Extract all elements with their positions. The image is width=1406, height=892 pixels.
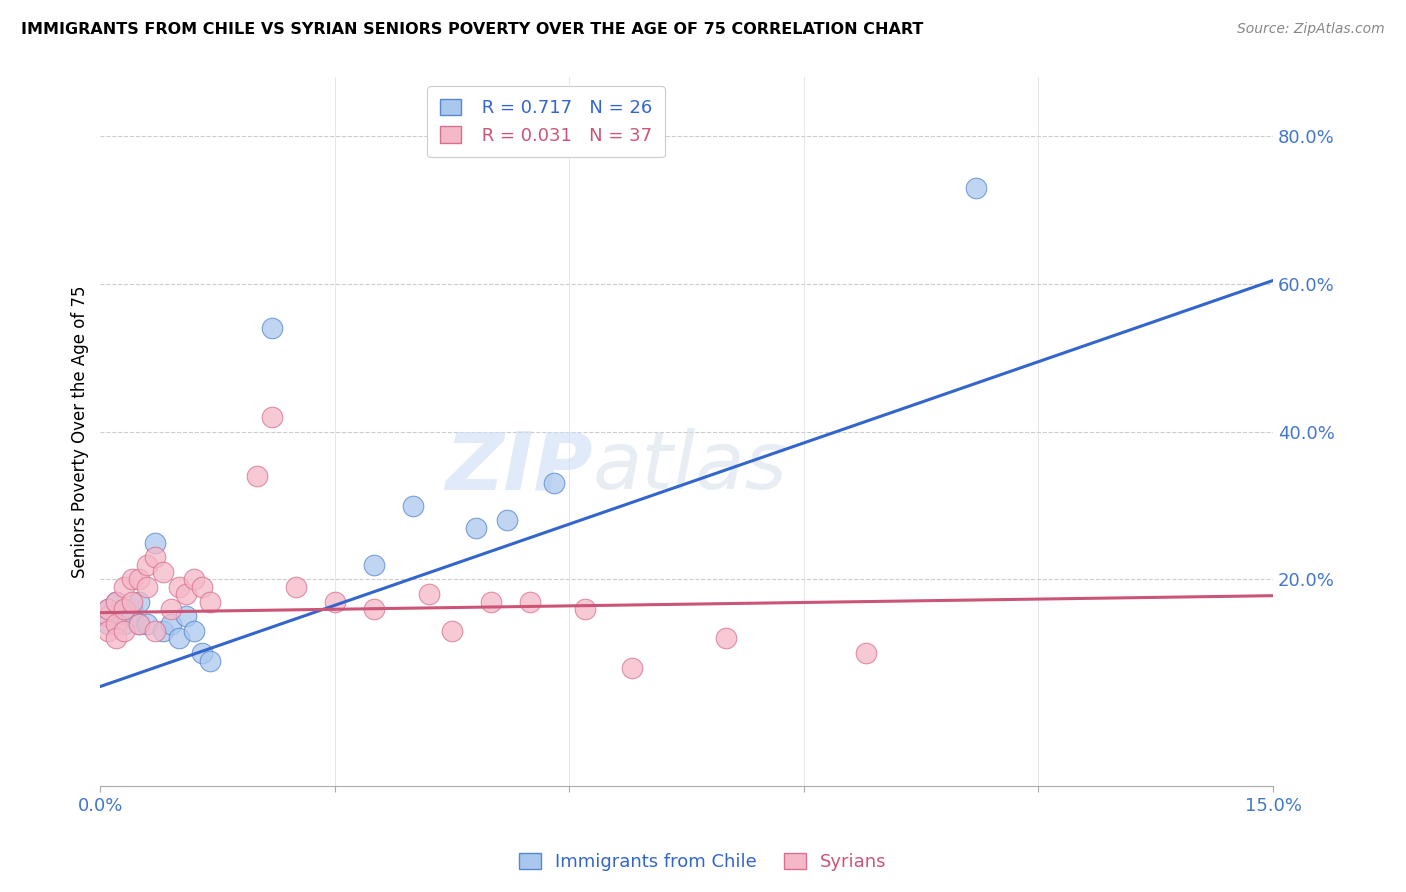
Point bbox=[464, 521, 486, 535]
Point bbox=[402, 499, 425, 513]
Point bbox=[104, 616, 127, 631]
Point bbox=[519, 594, 541, 608]
Point bbox=[176, 609, 198, 624]
Point bbox=[112, 602, 135, 616]
Point bbox=[363, 602, 385, 616]
Text: ZIP: ZIP bbox=[446, 428, 593, 507]
Point bbox=[97, 609, 120, 624]
Point bbox=[441, 624, 464, 639]
Legend:  R = 0.717   N = 26,  R = 0.031   N = 37: R = 0.717 N = 26, R = 0.031 N = 37 bbox=[427, 87, 665, 157]
Text: IMMIGRANTS FROM CHILE VS SYRIAN SENIORS POVERTY OVER THE AGE OF 75 CORRELATION C: IMMIGRANTS FROM CHILE VS SYRIAN SENIORS … bbox=[21, 22, 924, 37]
Point bbox=[262, 321, 284, 335]
Y-axis label: Seniors Poverty Over the Age of 75: Seniors Poverty Over the Age of 75 bbox=[72, 285, 89, 578]
Text: Source: ZipAtlas.com: Source: ZipAtlas.com bbox=[1237, 22, 1385, 37]
Point bbox=[965, 181, 987, 195]
Point bbox=[104, 594, 127, 608]
Point bbox=[97, 602, 120, 616]
Point bbox=[128, 616, 150, 631]
Point bbox=[574, 602, 596, 616]
Point bbox=[112, 602, 135, 616]
Point bbox=[159, 616, 181, 631]
Point bbox=[620, 661, 643, 675]
Point bbox=[363, 558, 385, 572]
Point bbox=[104, 609, 127, 624]
Point bbox=[143, 535, 166, 549]
Point bbox=[97, 624, 120, 639]
Point bbox=[112, 580, 135, 594]
Legend: Immigrants from Chile, Syrians: Immigrants from Chile, Syrians bbox=[512, 846, 894, 879]
Point bbox=[183, 573, 205, 587]
Point bbox=[183, 624, 205, 639]
Point bbox=[176, 587, 198, 601]
Point bbox=[112, 616, 135, 631]
Point bbox=[121, 609, 143, 624]
Point bbox=[714, 632, 737, 646]
Point bbox=[143, 550, 166, 565]
Point bbox=[191, 646, 214, 660]
Point bbox=[418, 587, 440, 601]
Point bbox=[191, 580, 214, 594]
Point bbox=[121, 573, 143, 587]
Point bbox=[855, 646, 877, 660]
Point bbox=[97, 602, 120, 616]
Point bbox=[112, 624, 135, 639]
Point bbox=[496, 513, 519, 527]
Point bbox=[198, 654, 221, 668]
Point bbox=[159, 602, 181, 616]
Point bbox=[167, 632, 190, 646]
Point bbox=[198, 594, 221, 608]
Point bbox=[246, 469, 269, 483]
Point bbox=[136, 616, 159, 631]
Point bbox=[136, 558, 159, 572]
Point bbox=[128, 594, 150, 608]
Point bbox=[152, 565, 174, 579]
Point bbox=[143, 624, 166, 639]
Point bbox=[121, 602, 143, 616]
Point bbox=[128, 573, 150, 587]
Point bbox=[479, 594, 502, 608]
Point bbox=[167, 580, 190, 594]
Point bbox=[104, 594, 127, 608]
Point bbox=[97, 616, 120, 631]
Point bbox=[323, 594, 346, 608]
Point bbox=[136, 580, 159, 594]
Text: atlas: atlas bbox=[593, 428, 787, 507]
Point bbox=[121, 594, 143, 608]
Point bbox=[543, 476, 565, 491]
Point bbox=[104, 632, 127, 646]
Point bbox=[262, 410, 284, 425]
Point bbox=[128, 616, 150, 631]
Point bbox=[284, 580, 307, 594]
Point bbox=[152, 624, 174, 639]
